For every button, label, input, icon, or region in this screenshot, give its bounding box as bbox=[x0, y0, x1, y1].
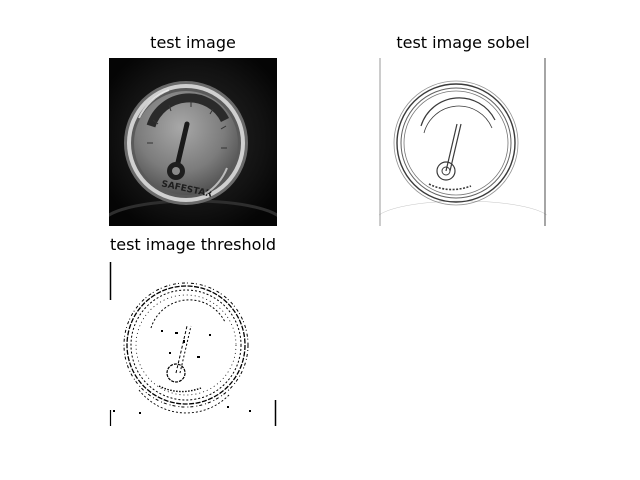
panel-title-test-image: test image bbox=[109, 34, 277, 52]
sobel-image-panel bbox=[379, 58, 547, 226]
sobel-edge-map bbox=[379, 58, 547, 226]
test-image-panel: SAFESTAR bbox=[109, 58, 277, 226]
panel-title-test-image-sobel: test image sobel bbox=[379, 34, 547, 52]
panel-title-test-image-threshold: test image threshold bbox=[101, 236, 285, 254]
threshold-edge-map bbox=[109, 260, 277, 428]
threshold-image-panel bbox=[109, 260, 277, 428]
gauge-photo: SAFESTAR bbox=[109, 58, 277, 226]
